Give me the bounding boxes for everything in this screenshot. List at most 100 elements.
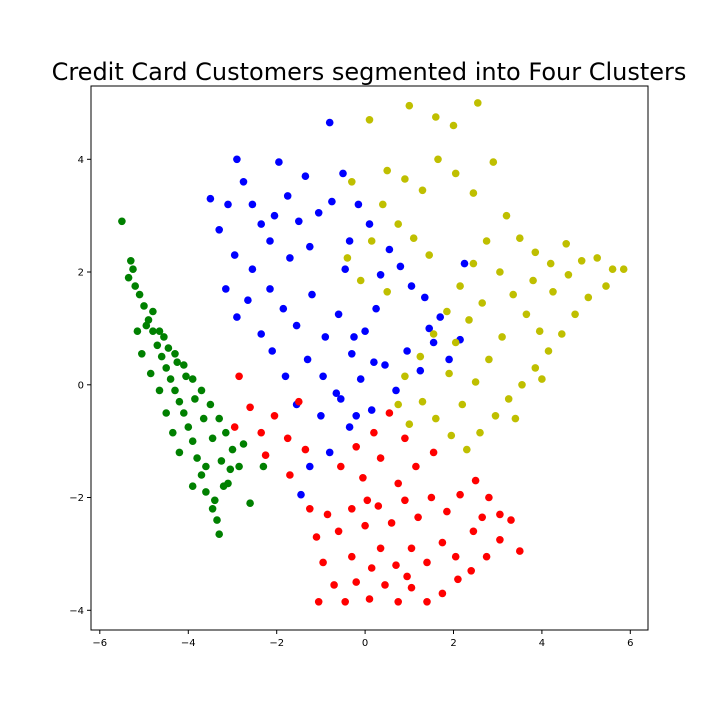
scatter-point (270, 211, 279, 220)
scatter-point (458, 400, 467, 409)
scatter-point (348, 552, 356, 561)
scatter-point (275, 158, 283, 166)
scatter-point (208, 434, 217, 443)
scatter-point (451, 338, 460, 347)
scatter-point (175, 448, 184, 457)
scatter-point (370, 358, 378, 367)
scatter-point (155, 386, 164, 395)
scatter-point (162, 364, 170, 372)
scatter-point (456, 282, 464, 290)
scatter-point (226, 465, 235, 474)
scatter-point (401, 496, 409, 505)
scatter-point (467, 567, 476, 575)
scatter-point (405, 101, 414, 110)
scatter-point (376, 271, 385, 279)
scatter-point (482, 237, 491, 245)
scatter-point (283, 192, 292, 200)
scatter-point (504, 395, 513, 403)
scatter-point (365, 116, 374, 124)
scatter-point (217, 457, 226, 465)
scatter-point (443, 307, 451, 316)
scatter-point (370, 428, 378, 437)
scatter-point (319, 558, 327, 567)
scatter-point (376, 544, 385, 553)
scatter-point (577, 257, 586, 265)
scatter-point (297, 490, 305, 499)
scatter-point (281, 372, 290, 381)
scatter-point (498, 333, 506, 341)
scatter-point (394, 598, 403, 606)
scatter-point (392, 561, 400, 569)
scatter-point (421, 293, 429, 302)
scatter-point (283, 434, 292, 443)
scatter-point (416, 366, 425, 375)
scatter-point (140, 302, 148, 310)
scatter-point (246, 403, 254, 412)
scatter-point (509, 290, 517, 299)
scatter-point (334, 310, 343, 319)
scatter-point (153, 341, 162, 350)
scatter-point (363, 496, 372, 505)
scatter-point (496, 536, 504, 544)
scatter-point (608, 265, 617, 274)
scatter-point (306, 505, 314, 513)
scatter-point (233, 155, 241, 164)
scatter-point (412, 462, 420, 471)
scatter-point (538, 375, 546, 383)
scatter-point (314, 209, 323, 217)
scatter-point (584, 293, 593, 302)
scatter-point (392, 386, 400, 395)
scatter-point (286, 471, 294, 479)
scatter-point (215, 530, 223, 538)
scatter-point (454, 575, 462, 584)
scatter-point (496, 268, 504, 276)
scatter-point (188, 375, 197, 383)
scatter-point (246, 499, 254, 508)
scatter-point (118, 217, 126, 226)
scatter-point (571, 310, 579, 319)
scatter-point (352, 578, 361, 586)
scatter-point (429, 448, 438, 457)
scatter-point (211, 496, 219, 505)
scatter-point (432, 113, 440, 121)
scatter-point (157, 352, 166, 361)
scatter-point (208, 505, 217, 513)
scatter-point (485, 493, 493, 502)
scatter-point (414, 513, 422, 522)
scatter-point (188, 437, 197, 446)
scatter-point (279, 304, 288, 313)
scatter-point (507, 516, 515, 524)
scatter-point (394, 479, 403, 488)
scatter-point (180, 409, 188, 417)
scatter-point (401, 434, 409, 443)
scatter-point (438, 589, 447, 598)
scatter-point (374, 502, 383, 510)
scatter-point (332, 389, 341, 398)
scatter-point (215, 414, 223, 423)
scatter-point (549, 288, 557, 296)
scatter-point (266, 237, 274, 245)
scatter-point (407, 544, 416, 553)
scatter-point (314, 598, 323, 606)
scatter-point (146, 369, 155, 378)
scatter-point (451, 552, 460, 561)
scatter-point (350, 333, 358, 341)
scatter-point (164, 344, 173, 352)
scatter-point (248, 200, 257, 209)
scatter-point (476, 428, 484, 437)
scatter-point (449, 121, 458, 130)
scatter-point (381, 581, 389, 589)
scatter-point (319, 372, 327, 381)
scatter-point (266, 285, 274, 293)
scatter-point (460, 259, 469, 268)
scatter-point (396, 262, 405, 271)
scatter-point (516, 547, 524, 555)
x-tick-label: −2 (269, 638, 284, 649)
scatter-point (518, 381, 526, 389)
scatter-point (144, 316, 153, 324)
scatter-point (394, 220, 403, 228)
scatter-point (367, 564, 376, 572)
scatter-point (434, 155, 442, 164)
scatter-point (516, 234, 524, 242)
scatter-point (124, 273, 133, 282)
